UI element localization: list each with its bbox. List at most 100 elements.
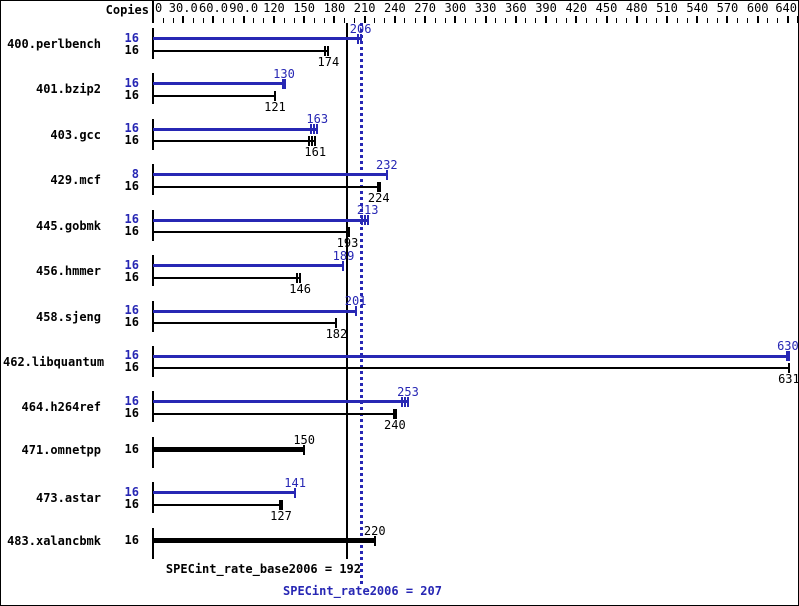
bar-value-label: 189 bbox=[332, 248, 355, 263]
group-axis-segment bbox=[152, 118, 154, 150]
group-axis-segment bbox=[152, 527, 154, 559]
axis-major-tick bbox=[635, 16, 638, 23]
result-bar-peak bbox=[153, 309, 356, 313]
axis-minor-tick bbox=[706, 18, 708, 23]
axis-major-tick bbox=[605, 16, 608, 23]
bar-value-label: 224 bbox=[367, 190, 390, 205]
bar-value-label: 121 bbox=[264, 99, 286, 114]
result-bar-peak bbox=[153, 491, 296, 495]
axis-minor-tick bbox=[223, 18, 225, 23]
copies-value: 16 bbox=[124, 496, 139, 511]
benchmark-label: 471.omnetpp bbox=[21, 442, 101, 457]
axis-minor-tick bbox=[343, 18, 345, 23]
copies-value: 16 bbox=[124, 405, 139, 420]
axis-minor-tick bbox=[202, 18, 204, 23]
axis-tick-label: 180 bbox=[323, 1, 346, 15]
axis-tick-label: 360 bbox=[504, 1, 527, 15]
axis-minor-tick bbox=[313, 18, 315, 23]
axis-tick-label: 300 bbox=[444, 1, 467, 15]
axis-major-tick bbox=[303, 16, 306, 23]
bar-end-tick bbox=[316, 124, 319, 135]
bar-end-tick bbox=[324, 45, 327, 56]
benchmark-label: 464.h264ref bbox=[21, 400, 101, 415]
axis-major-tick bbox=[242, 16, 245, 23]
axis-tick-label: 570 bbox=[716, 1, 739, 15]
axis-major-tick bbox=[182, 16, 185, 23]
axis-minor-tick bbox=[172, 18, 174, 23]
bar-end-tick bbox=[273, 90, 276, 101]
bar-value-label: 163 bbox=[306, 112, 329, 127]
benchmark-label: 445.gobmk bbox=[35, 218, 101, 233]
group-axis-segment bbox=[152, 482, 154, 514]
benchmark-label: 458.sjeng bbox=[35, 309, 101, 324]
axis-tick-label: 0 bbox=[155, 1, 163, 15]
axis-minor-tick bbox=[616, 18, 618, 23]
base-mean-line bbox=[345, 23, 348, 559]
copies-value: 16 bbox=[124, 348, 139, 363]
axis-major-tick bbox=[152, 16, 154, 23]
copies-value: 16 bbox=[124, 269, 139, 284]
result-bar-peak bbox=[153, 354, 788, 358]
bar-value-label: 193 bbox=[336, 236, 359, 251]
axis-tick-label: 30.0 bbox=[168, 1, 198, 15]
copies-value: 16 bbox=[124, 257, 139, 272]
axis-minor-tick bbox=[747, 18, 749, 23]
axis-major-tick bbox=[797, 16, 798, 23]
bar-end-tick bbox=[282, 78, 287, 89]
benchmark-label: 429.mcf bbox=[50, 173, 101, 188]
copies-value: 16 bbox=[124, 360, 139, 375]
bar-end-tick bbox=[294, 487, 297, 498]
result-bar-peak bbox=[153, 218, 368, 222]
bar-end-tick bbox=[373, 535, 376, 546]
axis-minor-tick bbox=[283, 18, 285, 23]
bar-end-tick bbox=[342, 260, 345, 271]
result-bar-peak bbox=[153, 173, 387, 177]
bar-end-tick bbox=[403, 396, 406, 407]
axis-major-tick bbox=[454, 16, 457, 23]
axis-minor-tick bbox=[656, 18, 658, 23]
axis-minor-tick bbox=[535, 18, 537, 23]
axis-minor-tick bbox=[162, 18, 164, 23]
axis-minor-tick bbox=[263, 18, 265, 23]
bar-value-label: 220 bbox=[363, 523, 386, 538]
result-bar-peak bbox=[153, 264, 344, 268]
bar-value-label: 141 bbox=[284, 475, 306, 490]
result-bar-base bbox=[153, 94, 275, 97]
axis-minor-tick bbox=[525, 18, 527, 23]
group-axis-segment bbox=[152, 209, 154, 241]
bar-end-tick bbox=[359, 33, 362, 44]
bar-end-tick bbox=[400, 396, 403, 407]
axis-major-tick bbox=[665, 16, 668, 23]
peak-mean-line bbox=[360, 23, 364, 584]
axis-major-tick bbox=[726, 16, 729, 23]
result-bar-base bbox=[153, 322, 337, 325]
bar-end-tick bbox=[356, 33, 359, 44]
axis-tick-label: 510 bbox=[656, 1, 678, 15]
benchmark-label: 401.bzip2 bbox=[35, 82, 101, 97]
bar-value-label: 213 bbox=[356, 203, 379, 218]
axis-tick-label: 210 bbox=[353, 1, 376, 15]
copies-value: 16 bbox=[124, 121, 139, 136]
bar-value-label: 150 bbox=[293, 432, 316, 447]
axis-minor-tick bbox=[233, 18, 235, 23]
copies-value: 16 bbox=[124, 30, 139, 45]
bar-value-label: 631 bbox=[778, 372, 799, 387]
copies-value: 16 bbox=[124, 133, 139, 148]
axis-minor-tick bbox=[495, 18, 497, 23]
axis-tick-label: 270 bbox=[414, 1, 436, 15]
axis-minor-tick bbox=[253, 18, 255, 23]
result-bar-base bbox=[153, 185, 379, 188]
copies-value: 16 bbox=[124, 532, 139, 547]
axis-minor-tick bbox=[716, 18, 718, 23]
result-bar-base bbox=[153, 447, 305, 453]
result-bar-base bbox=[153, 367, 789, 370]
benchmark-label: 403.gcc bbox=[50, 127, 101, 142]
axis-minor-tick bbox=[384, 18, 386, 23]
bar-end-tick bbox=[327, 45, 330, 56]
copies-value: 16 bbox=[124, 178, 139, 193]
result-bar-peak bbox=[153, 37, 361, 40]
group-axis-segment bbox=[152, 436, 154, 468]
summary-peak-result: SPECint_rate2006 = 207 bbox=[283, 584, 442, 598]
axis-tick-label: 90.0 bbox=[229, 1, 259, 15]
bar-end-tick bbox=[314, 136, 317, 147]
